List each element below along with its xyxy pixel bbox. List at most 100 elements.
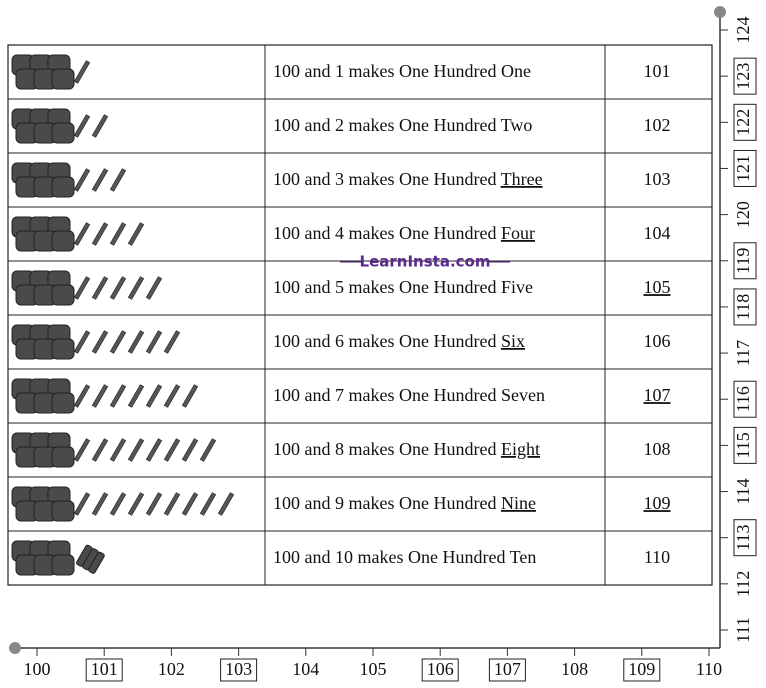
one-stick — [163, 330, 181, 354]
number-label: 101 — [91, 659, 118, 679]
number-label: 115 — [733, 432, 753, 458]
hundred-block — [51, 284, 75, 306]
one-stick — [73, 168, 91, 192]
number-label: 110 — [696, 659, 722, 679]
ten-bundle — [76, 544, 105, 574]
number: 109 — [644, 493, 671, 513]
answer-box — [220, 658, 258, 682]
number-label: 114 — [733, 478, 753, 504]
one-stick — [163, 438, 181, 462]
sentence-text: 100 and 2 makes One Hundred — [273, 115, 496, 135]
answer-box — [733, 57, 757, 95]
one-stick — [91, 222, 109, 246]
answer-box — [623, 658, 661, 682]
sentence: 100 and 1 makes One Hundred One — [273, 61, 531, 81]
one-stick — [73, 492, 91, 516]
number-label: 116 — [733, 386, 753, 412]
one-stick — [109, 492, 127, 516]
number-word: Six — [501, 331, 525, 351]
number-label: 100 — [24, 659, 51, 679]
number-word: Five — [501, 277, 533, 297]
sentence: 100 and 6 makes One Hundred Six — [273, 331, 525, 351]
one-stick — [91, 438, 109, 462]
number: 106 — [644, 331, 671, 351]
sentence: 100 and 5 makes One Hundred Five — [273, 277, 533, 297]
one-stick — [91, 330, 109, 354]
hundred-block — [51, 392, 75, 414]
answer-box — [733, 242, 757, 280]
one-stick — [91, 168, 109, 192]
answer-box — [733, 380, 757, 418]
one-stick — [127, 384, 145, 408]
hundred-block — [51, 446, 75, 468]
answer-box — [733, 519, 757, 557]
number-label: 121 — [733, 155, 753, 182]
one-stick — [73, 60, 91, 84]
one-stick — [127, 276, 145, 300]
number-label: 111 — [733, 617, 753, 643]
one-stick — [181, 384, 199, 408]
sentence-text: 100 and 4 makes One Hundred — [273, 223, 496, 243]
one-stick — [73, 438, 91, 462]
line-end-dot — [9, 642, 21, 654]
number: 102 — [644, 115, 671, 135]
one-stick — [127, 492, 145, 516]
line-end-dot — [714, 6, 726, 18]
number-label: 109 — [628, 659, 655, 679]
one-stick — [163, 384, 181, 408]
answer-box — [733, 288, 757, 326]
sentence-text: 100 and 10 makes One Hundred — [273, 547, 505, 567]
one-stick — [73, 222, 91, 246]
one-stick — [127, 222, 145, 246]
hundred-block — [51, 554, 75, 576]
one-stick — [109, 384, 127, 408]
one-stick — [109, 222, 127, 246]
one-stick — [181, 438, 199, 462]
number: 101 — [644, 61, 671, 81]
sentence-text: 100 and 3 makes One Hundred — [273, 169, 496, 189]
sentence-text: 100 and 9 makes One Hundred — [273, 493, 496, 513]
one-stick — [145, 330, 163, 354]
number-label: 106 — [427, 659, 454, 679]
sentence: 100 and 7 makes One Hundred Seven — [273, 385, 545, 405]
one-stick — [145, 384, 163, 408]
one-stick — [109, 438, 127, 462]
sentence: 100 and 9 makes One Hundred Nine — [273, 493, 536, 513]
one-stick — [109, 330, 127, 354]
number-label: 124 — [733, 17, 753, 44]
hundred-block — [51, 122, 75, 144]
one-stick — [73, 114, 91, 138]
hundred-block — [51, 176, 75, 198]
one-stick — [127, 438, 145, 462]
answer-box — [421, 658, 459, 682]
number: 105 — [644, 277, 671, 297]
hundred-block — [51, 230, 75, 252]
one-stick — [91, 384, 109, 408]
number-label: 105 — [360, 659, 387, 679]
number-label: 122 — [733, 109, 753, 136]
sentence-text: 100 and 8 makes One Hundred — [273, 439, 496, 459]
one-stick — [127, 330, 145, 354]
sentence: 100 and 2 makes One Hundred Two — [273, 115, 532, 135]
answer-box — [488, 658, 526, 682]
one-stick — [199, 492, 217, 516]
ten-stick — [88, 551, 105, 574]
one-stick — [145, 276, 163, 300]
number-word: One — [501, 61, 531, 81]
sentence-text: 100 and 5 makes One Hundred — [273, 277, 496, 297]
one-stick — [109, 168, 127, 192]
number-label: 103 — [225, 659, 252, 679]
number-word: Three — [501, 169, 543, 189]
hundred-block — [51, 500, 75, 522]
number: 108 — [644, 439, 671, 459]
number-label: 104 — [292, 659, 319, 679]
number-word: Eight — [501, 439, 540, 459]
one-stick — [181, 492, 199, 516]
number-label: 102 — [158, 659, 185, 679]
one-stick — [217, 492, 235, 516]
sentence-text: 100 and 6 makes One Hundred — [273, 331, 496, 351]
number: 107 — [644, 385, 671, 405]
sentence: 100 and 10 makes One Hundred Ten — [273, 547, 536, 567]
sentence-text: 100 and 1 makes One Hundred — [273, 61, 496, 81]
